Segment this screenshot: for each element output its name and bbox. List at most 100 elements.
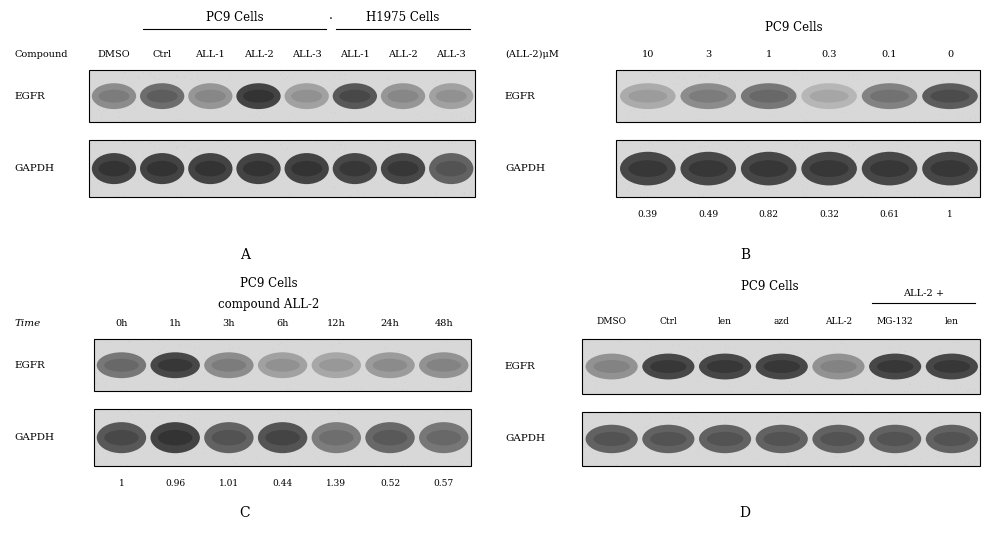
- Point: [727, 88, 743, 96]
- Point: [359, 429, 375, 437]
- Point: [939, 168, 955, 177]
- Ellipse shape: [707, 360, 743, 373]
- Point: [798, 190, 814, 199]
- Point: [150, 419, 166, 427]
- Point: [851, 388, 867, 396]
- Point: [586, 454, 602, 463]
- Point: [110, 461, 126, 469]
- Point: [630, 350, 646, 359]
- Point: [99, 408, 115, 417]
- Point: [146, 444, 162, 453]
- Point: [99, 375, 115, 383]
- Point: [312, 114, 328, 123]
- Point: [89, 168, 105, 176]
- Point: [834, 411, 850, 420]
- Point: [452, 365, 468, 374]
- Point: [924, 170, 940, 179]
- Point: [113, 162, 129, 171]
- Point: [328, 422, 344, 431]
- Ellipse shape: [862, 83, 917, 109]
- Point: [159, 429, 175, 437]
- Point: [648, 355, 664, 364]
- Point: [636, 409, 652, 417]
- Point: [811, 170, 827, 178]
- Point: [120, 407, 136, 416]
- Text: 48h: 48h: [434, 319, 453, 328]
- Point: [929, 459, 945, 467]
- Point: [613, 351, 629, 360]
- Point: [169, 190, 185, 198]
- Point: [457, 455, 473, 464]
- Point: [432, 175, 448, 183]
- Point: [175, 384, 191, 392]
- Point: [798, 115, 814, 124]
- Point: [346, 458, 362, 466]
- Point: [644, 335, 660, 344]
- Point: [156, 149, 172, 157]
- Point: [901, 176, 917, 185]
- Point: [619, 424, 635, 433]
- Point: [813, 346, 829, 355]
- Point: [264, 345, 280, 354]
- Point: [83, 188, 99, 196]
- Point: [636, 188, 652, 196]
- Point: [889, 74, 905, 82]
- Point: [642, 94, 658, 103]
- Point: [247, 358, 263, 367]
- Point: [304, 426, 320, 434]
- Point: [648, 164, 664, 173]
- Point: [110, 386, 126, 395]
- Point: [353, 146, 369, 155]
- Point: [170, 412, 186, 421]
- Point: [369, 147, 385, 155]
- Point: [896, 434, 912, 443]
- Point: [339, 461, 355, 470]
- Point: [903, 148, 919, 157]
- Point: [84, 183, 100, 192]
- Point: [885, 408, 901, 417]
- Point: [440, 424, 456, 433]
- Point: [194, 173, 210, 182]
- Point: [141, 80, 157, 89]
- Point: [864, 92, 880, 101]
- Point: [818, 66, 834, 75]
- Point: [665, 340, 681, 349]
- Point: [348, 385, 364, 394]
- Point: [812, 458, 828, 467]
- Point: [663, 420, 679, 429]
- Ellipse shape: [365, 422, 415, 453]
- Point: [580, 356, 596, 364]
- Point: [212, 167, 228, 175]
- Point: [183, 429, 199, 437]
- Point: [935, 445, 951, 453]
- Point: [595, 441, 611, 450]
- Point: [205, 176, 221, 185]
- Point: [406, 453, 422, 462]
- Point: [126, 419, 142, 427]
- Point: [210, 354, 226, 363]
- Point: [173, 116, 189, 125]
- Point: [143, 139, 159, 147]
- Point: [354, 384, 370, 393]
- Point: [951, 188, 967, 197]
- Point: [300, 419, 316, 427]
- Point: [354, 365, 370, 374]
- Point: [703, 170, 719, 179]
- Point: [914, 348, 930, 356]
- Point: [660, 452, 676, 461]
- Point: [686, 68, 702, 77]
- Point: [578, 453, 594, 461]
- Point: [933, 155, 949, 163]
- Point: [716, 360, 732, 368]
- Point: [166, 337, 182, 345]
- Point: [900, 365, 916, 374]
- Point: [938, 356, 954, 364]
- Point: [117, 359, 133, 368]
- Point: [782, 415, 798, 424]
- Point: [456, 92, 472, 100]
- Point: [138, 350, 154, 358]
- Point: [251, 456, 267, 465]
- Point: [120, 71, 136, 79]
- Point: [363, 177, 379, 185]
- Point: [298, 149, 314, 157]
